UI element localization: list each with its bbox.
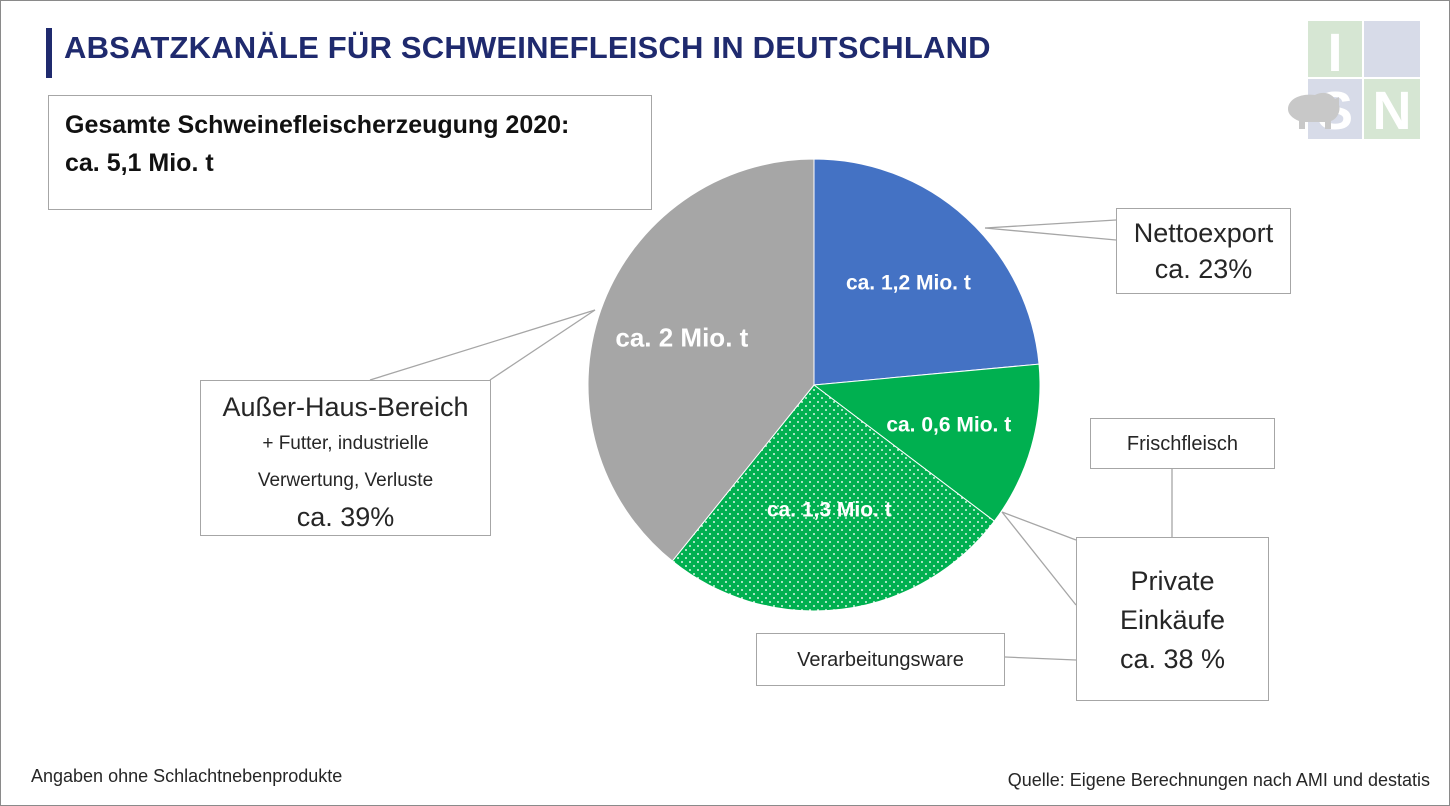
label-nettoexport: Nettoexport ca. 23%	[1116, 208, 1291, 294]
logo-letter-i: I	[1327, 23, 1342, 83]
total-production-line2: ca. 5,1 Mio. t	[65, 149, 214, 177]
slice-label-nettoexport: ca. 1,2 Mio. t	[846, 271, 971, 294]
label-ausser-haus-note1: + Futter, industrielle	[262, 433, 429, 454]
leader-line-netto-2	[984, 227, 1117, 241]
label-private-share: ca. 38 %	[1119, 644, 1226, 674]
leader-line-ausser	[369, 309, 596, 381]
leader-line-verarb	[1004, 656, 1077, 661]
page-title: ABSATZKANÄLE FÜR SCHWEINEFLEISCH IN DEUT…	[64, 30, 991, 65]
leader-line-netto	[984, 219, 1117, 229]
label-ausser-haus: Außer-Haus-Bereich + Futter, industriell…	[200, 380, 491, 536]
pig-icon	[1288, 92, 1340, 129]
slice-label-ausser-haus: ca. 2 Mio. t	[615, 322, 748, 352]
label-verarbeitungsware: Verarbeitungsware	[756, 633, 1005, 686]
label-frischfleisch: Frischfleisch	[1090, 418, 1275, 469]
leader-line-private-2	[1001, 511, 1077, 541]
label-ausser-haus-note2: Verwertung, Verluste	[257, 470, 434, 491]
leader-lines	[369, 219, 1173, 661]
total-production-line1: Gesamte Schweinefleischerzeugung 2020:	[65, 111, 570, 139]
total-production-box: Gesamte Schweinefleischerzeugung 2020: c…	[48, 95, 652, 210]
label-nettoexport-share: ca. 23%	[1154, 254, 1253, 284]
leader-line-private	[1001, 511, 1077, 606]
footer-source: Quelle: Eigene Berechnungen nach AMI und…	[1007, 770, 1430, 790]
label-private-line1: Private	[1130, 566, 1215, 596]
pie-slice-frischfleisch	[812, 363, 1041, 522]
slice-label-frischfleisch: ca. 0,6 Mio. t	[886, 413, 1011, 436]
footer-note: Angaben ohne Schlachtnebenprodukte	[31, 766, 343, 786]
label-private-einkaeufe: Private Einkäufe ca. 38 %	[1076, 537, 1269, 701]
slice-label-verarbeitungsware: ca. 1,3 Mio. t	[767, 498, 892, 521]
label-nettoexport-name: Nettoexport	[1133, 218, 1274, 248]
label-ausser-haus-name: Außer-Haus-Bereich	[222, 392, 469, 422]
pie-value-labels: ca. 1,2 Mio. t ca. 0,6 Mio. t ca. 1,3 Mio.…	[615, 271, 1011, 521]
title-accent-bar	[46, 28, 52, 78]
isn-logo: I S N	[1288, 21, 1420, 141]
leader-line-ausser-2	[489, 309, 596, 381]
pie-slice-nettoexport	[813, 158, 1040, 386]
label-ausser-haus-share: ca. 39%	[296, 502, 395, 532]
label-private-line2: Einkäufe	[1119, 605, 1226, 635]
pie-slices	[587, 158, 1041, 612]
pie-slice-verarbeitungsware	[671, 384, 996, 612]
pie-slice-ausser-haus	[587, 158, 815, 562]
logo-letter-n: N	[1373, 81, 1412, 141]
